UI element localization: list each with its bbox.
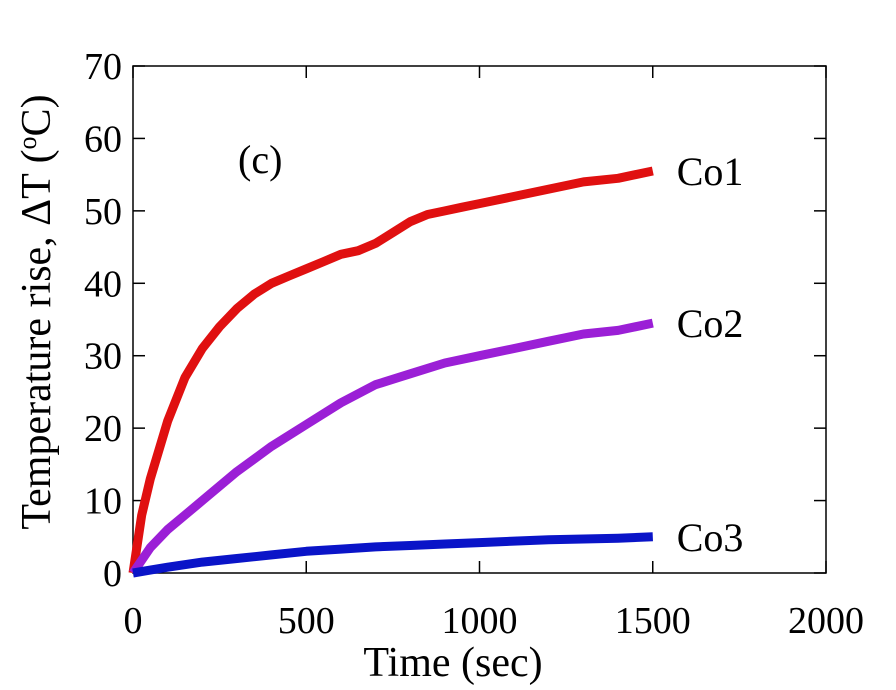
y-tick-label: 10: [84, 481, 122, 523]
y-tick-label: 70: [84, 46, 122, 88]
y-tick-label: 60: [84, 118, 122, 160]
y-tick-label: 0: [103, 553, 122, 595]
y-tick-label: 20: [84, 408, 122, 450]
x-tick-label: 1500: [615, 600, 691, 642]
series-label-co3: Co3: [677, 515, 744, 560]
y-axis-title-unit: C): [14, 94, 60, 136]
x-tick-label: 1000: [442, 600, 518, 642]
series-line-co1: [128, 166, 654, 574]
x-tick-label: 500: [278, 600, 335, 642]
annotation-label: (c): [238, 137, 282, 182]
series-line-co3: [132, 532, 653, 578]
y-tick-label: 40: [84, 263, 122, 305]
y-axis-title-main: Temperature rise, ΔT (: [14, 149, 60, 529]
y-axis-title-sup: o: [13, 136, 42, 149]
x-tick-label: 0: [124, 600, 143, 642]
y-axis-title: Temperature rise, ΔT (oC): [13, 94, 60, 529]
series-line-co2: [129, 318, 654, 576]
series-label-co1: Co1: [677, 149, 744, 194]
y-tick-label: 50: [84, 191, 122, 233]
x-axis-title: Time (sec): [363, 640, 542, 686]
y-tick-label: 30: [84, 336, 122, 378]
axis-ticks: [132, 65, 827, 574]
tick-labels: 0 500 1000 1500 2000 0 10 20 30 40 50 60 70: [84, 46, 864, 642]
series-label-co2: Co2: [677, 301, 744, 346]
x-tick-label: 2000: [788, 600, 864, 642]
series-lines: Co1 Co2 Co3: [128, 149, 744, 578]
